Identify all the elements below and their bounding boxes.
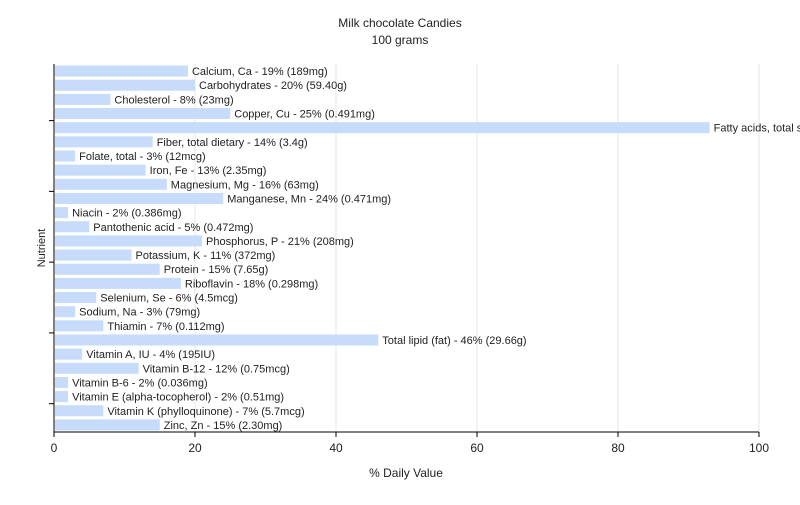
bar-label-13: Potassium, K - 11% (372mg) (136, 250, 276, 262)
bar-3 (55, 108, 231, 120)
axis-layer: 0 20 40 60 80 100 (49, 64, 769, 455)
bar-4 (55, 122, 710, 134)
bar-label-25: Zinc, Zn - 15% (2.30mg) (164, 420, 283, 432)
chart-subtitle: 100 grams (372, 33, 429, 47)
bar-label-2: Cholesterol - 8% (23mg) (114, 94, 233, 106)
x-tick-label-1: 20 (188, 441, 202, 455)
bar-18 (55, 320, 104, 332)
bar-11 (55, 221, 90, 233)
bar-label-19: Total lipid (fat) - 46% (29.66g) (382, 335, 526, 347)
bar-label-0: Calcium, Ca - 19% (189mg) (192, 66, 328, 78)
bar-25 (55, 419, 160, 431)
bar-9 (55, 192, 224, 204)
bar-0 (55, 65, 188, 77)
x-tick-label-5: 100 (749, 441, 769, 455)
bar-20 (55, 348, 83, 360)
bar-16 (55, 292, 97, 304)
bar-label-4: Fatty acids, total saturated - 93% (18.5… (714, 123, 800, 135)
x-tick-label-0: 0 (51, 441, 58, 455)
bar-12 (55, 235, 203, 247)
bar-19 (55, 334, 379, 346)
bar-label-16: Selenium, Se - 6% (4.5mcg) (100, 293, 238, 305)
x-tick-label-2: 40 (329, 441, 343, 455)
bar-label-15: Riboflavin - 18% (0.298mg) (185, 278, 318, 290)
bar-label-5: Fiber, total dietary - 14% (3.4g) (157, 137, 308, 149)
bar-1 (55, 79, 195, 91)
bar-label-23: Vitamin E (alpha-tocopherol) - 2% (0.51m… (72, 392, 284, 404)
bar-2 (55, 93, 111, 105)
bar-label-11: Pantothenic acid - 5% (0.472mg) (93, 222, 253, 234)
bar-5 (55, 136, 153, 148)
bar-6 (55, 150, 76, 162)
x-tick-label-4: 80 (611, 441, 625, 455)
bar-label-10: Niacin - 2% (0.386mg) (72, 208, 181, 220)
bar-label-12: Phosphorus, P - 21% (208mg) (206, 236, 354, 248)
bar-10 (55, 207, 69, 219)
bar-17 (55, 306, 76, 318)
y-axis-label: Nutrient (36, 229, 48, 268)
bar-22 (55, 376, 69, 388)
bar-label-7: Iron, Fe - 13% (2.35mg) (150, 165, 267, 177)
bar-label-1: Carbohydrates - 20% (59.40g) (199, 80, 347, 92)
bar-label-6: Folate, total - 3% (12mcg) (79, 151, 206, 163)
x-tick-label-3: 60 (470, 441, 484, 455)
bar-7 (55, 164, 146, 176)
chart-title: Milk chocolate Candies (338, 16, 461, 30)
bar-21 (55, 362, 139, 374)
bar-23 (55, 391, 69, 403)
bar-label-3: Copper, Cu - 25% (0.491mg) (234, 109, 375, 121)
bar-24 (55, 405, 104, 417)
bar-14 (55, 263, 160, 275)
bar-label-17: Sodium, Na - 3% (79mg) (79, 307, 200, 319)
bar-layer: Calcium, Ca - 19% (189mg) Carbohydrates -… (55, 65, 800, 432)
bar-label-24: Vitamin K (phylloquinone) - 7% (5.7mcg) (107, 406, 304, 418)
bar-label-21: Vitamin B-12 - 12% (0.75mcg) (143, 363, 290, 375)
bar-label-18: Thiamin - 7% (0.112mg) (107, 321, 224, 333)
bar-label-22: Vitamin B-6 - 2% (0.036mg) (72, 377, 208, 389)
bar-8 (55, 178, 167, 190)
bar-label-9: Manganese, Mn - 24% (0.471mg) (227, 193, 391, 205)
bar-label-8: Magnesium, Mg - 16% (63mg) (171, 179, 319, 191)
bar-label-20: Vitamin A, IU - 4% (195IU) (86, 349, 215, 361)
bar-label-14: Protein - 15% (7.65g) (164, 264, 269, 276)
bar-15 (55, 277, 181, 289)
bar-13 (55, 249, 132, 261)
x-axis-label: % Daily Value (369, 466, 443, 480)
